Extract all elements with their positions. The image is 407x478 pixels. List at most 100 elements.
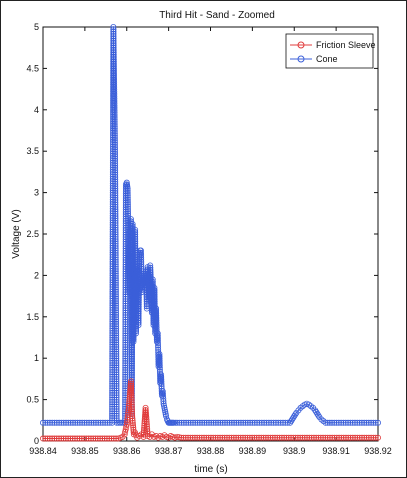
x-axis-ticks: 938.84 938.85 938.86 938.87 938.88 938.89 938.… [29, 27, 392, 456]
data-point-cone [215, 419, 222, 426]
data-point-cone [111, 104, 118, 111]
data-point-cone [111, 128, 118, 135]
data-point-cone [279, 419, 286, 426]
data-point-cone [194, 419, 201, 426]
data-point-friction-sleeve [333, 434, 340, 441]
data-point-friction-sleeve [128, 394, 135, 401]
data-point-cone [172, 419, 179, 426]
data-point-friction-sleeve [140, 427, 147, 434]
data-point-cone [111, 144, 118, 151]
data-point-cone [122, 376, 129, 383]
data-point-cone [314, 410, 321, 417]
data-point-cone [111, 84, 118, 91]
data-point-cone [135, 317, 142, 324]
y-tick-label: 1 [34, 353, 39, 363]
data-point-cone [122, 371, 129, 378]
data-point-cone [113, 309, 120, 316]
data-point-friction-sleeve [130, 422, 137, 429]
x-tick-label: 938.89 [239, 446, 267, 456]
data-point-cone [124, 203, 131, 210]
legend-marker-cone [297, 55, 305, 63]
data-point-friction-sleeve [187, 434, 194, 441]
data-point-cone [112, 242, 119, 249]
data-point-cone [326, 419, 333, 426]
data-point-cone [122, 302, 129, 309]
data-point-cone [122, 367, 129, 374]
data-point-friction-sleeve [106, 435, 113, 442]
data-point-cone [111, 123, 118, 130]
data-point-friction-sleeve [124, 419, 131, 426]
data-point-cone [111, 107, 118, 114]
data-point-cone [129, 339, 136, 346]
data-point-friction-sleeve [128, 380, 135, 387]
y-tick-label: 3.5 [26, 146, 39, 156]
data-point-cone [111, 100, 118, 107]
data-point-cone [132, 256, 139, 263]
data-point-cone [124, 183, 131, 190]
data-point-cone [112, 151, 119, 158]
data-point-friction-sleeve [65, 435, 72, 442]
data-point-cone [113, 366, 120, 373]
data-point-cone [347, 419, 354, 426]
data-point-cone [112, 272, 119, 279]
data-point-cone [113, 350, 120, 357]
data-point-cone [110, 58, 117, 65]
data-point-cone [60, 419, 67, 426]
data-point-cone [112, 190, 119, 197]
data-point-friction-sleeve [176, 434, 183, 441]
data-point-cone [322, 419, 329, 426]
data-point-cone [112, 295, 119, 302]
data-point-friction-sleeve [74, 435, 81, 442]
data-point-friction-sleeve [203, 434, 210, 441]
data-point-cone [224, 419, 231, 426]
data-point-friction-sleeve [81, 435, 88, 442]
data-point-cone [219, 419, 226, 426]
data-point-cone [129, 221, 136, 228]
data-point-cone [112, 277, 119, 284]
data-point-friction-sleeve [301, 434, 308, 441]
data-point-friction-sleeve [69, 435, 76, 442]
data-point-friction-sleeve [142, 407, 149, 414]
data-point-cone [149, 283, 156, 290]
data-point-cone [340, 419, 347, 426]
data-point-friction-sleeve [53, 435, 60, 442]
data-point-cone [111, 91, 118, 98]
data-point-cone [153, 324, 160, 331]
data-point-cone [122, 373, 129, 380]
data-point-friction-sleeve [326, 434, 333, 441]
data-point-friction-sleeve [143, 423, 150, 430]
data-point-cone [157, 380, 164, 387]
data-point-cone [132, 226, 139, 233]
data-point-friction-sleeve [113, 435, 120, 442]
data-point-friction-sleeve [189, 434, 196, 441]
data-point-cone [270, 419, 277, 426]
data-point-friction-sleeve [285, 434, 292, 441]
data-point-friction-sleeve [336, 434, 343, 441]
data-point-friction-sleeve [42, 435, 49, 442]
data-point-cone [113, 321, 120, 328]
data-point-cone [109, 417, 116, 424]
data-point-friction-sleeve [361, 434, 368, 441]
data-point-cone [112, 146, 119, 153]
data-point-cone [79, 419, 86, 426]
series-layer [40, 23, 381, 442]
data-point-friction-sleeve [128, 385, 135, 392]
x-tick-label: 938.84 [29, 446, 57, 456]
data-point-friction-sleeve [94, 435, 101, 442]
data-point-cone [122, 328, 129, 335]
data-point-cone [112, 178, 119, 185]
data-point-cone [335, 419, 342, 426]
data-point-cone [368, 419, 375, 426]
data-point-cone [365, 419, 372, 426]
data-point-friction-sleeve [233, 434, 240, 441]
data-point-cone [113, 327, 120, 334]
data-point-cone [122, 355, 129, 362]
data-point-cone [110, 42, 117, 49]
data-point-cone [122, 337, 129, 344]
data-point-cone [292, 411, 299, 418]
data-point-cone [99, 419, 106, 426]
data-point-cone [122, 316, 129, 323]
data-point-cone [111, 137, 118, 144]
data-point-friction-sleeve [140, 431, 147, 438]
data-point-cone [112, 162, 119, 169]
